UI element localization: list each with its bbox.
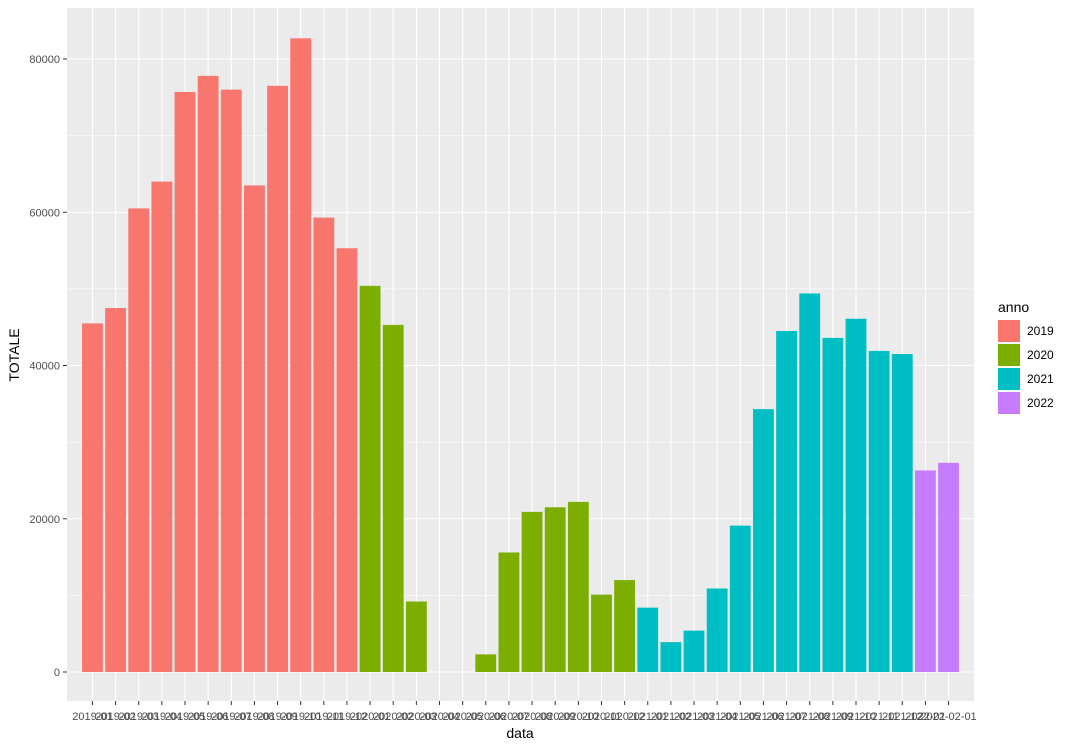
bar-2021-2021-03-01 [683, 630, 705, 672]
bar-2021-2021-04-01 [706, 588, 728, 672]
bar-2020-2020-11-01 [591, 594, 612, 672]
x-tick-label: 2021-07 [766, 711, 806, 723]
legend: anno 2019 2020 2021 2022 [998, 299, 1054, 414]
bar-2020-2020-01-01 [359, 285, 381, 672]
bar-2019-2019-11-01 [313, 217, 335, 672]
bar-2021-2021-06-01 [753, 409, 774, 672]
bar-2020-2020-08-01 [521, 511, 543, 672]
x-tick-label: 2020-08 [512, 711, 552, 723]
legend-title: anno [998, 299, 1029, 315]
x-tick-label: 2022-01 [905, 711, 945, 723]
bar-2019-2019-04-01 [151, 181, 173, 672]
y-axis: 0 20000 40000 60000 80000 [29, 54, 67, 679]
legend-label-2022: 2022 [1027, 396, 1054, 410]
x-tick-label: 2021-12 [882, 711, 922, 723]
x-tick-label: 2021-01 [628, 711, 668, 723]
bar-2020-2020-02-01 [382, 324, 404, 672]
bar-2020-2020-07-01 [498, 552, 520, 672]
bar-2019-2019-10-01 [290, 38, 312, 672]
bar-2019-2019-05-01 [174, 91, 196, 673]
x-tick-label: 2021-03 [674, 711, 714, 723]
bar-2019-2019-03-01 [128, 208, 150, 672]
x-tick-label: 2019-01 [72, 711, 112, 723]
bar-2021-2021-11-01 [868, 350, 890, 672]
y-axis-title: TOTALE [6, 328, 22, 381]
y-tick-label: 40000 [29, 361, 60, 373]
bar-2019-2019-07-01 [220, 89, 242, 672]
legend-label-2019: 2019 [1027, 324, 1054, 338]
legend-key-2021 [998, 368, 1020, 390]
legend-label-2020: 2020 [1027, 348, 1054, 362]
bar-2019-2019-02-01 [105, 308, 127, 672]
legend-key-2020 [998, 344, 1020, 366]
legend-key-2019 [998, 320, 1020, 342]
bar-2021-2021-12-01 [891, 354, 913, 672]
x-tick-label: 2022-02-01 [920, 711, 976, 723]
x-tick-label: 2019-02 [95, 711, 135, 723]
x-tick-label: 2020-12 [604, 711, 644, 723]
x-axis: 2019-012019-022019-032019-042019-052019-… [72, 701, 977, 723]
x-tick-label: 2020-09 [535, 711, 575, 723]
x-tick-label: 2020-11 [582, 711, 622, 723]
bar-2022-2022-01-01 [914, 470, 936, 672]
x-tick-label: 2019-04 [142, 711, 182, 723]
x-tick-label: 2021-09 [813, 711, 853, 723]
x-tick-label: 2020-05 [442, 711, 482, 723]
bars [82, 38, 959, 673]
bar-2021-2021-10-01 [845, 318, 867, 672]
bar-2019-2019-08-01 [244, 185, 265, 672]
bar-2020-2020-09-01 [544, 507, 566, 672]
x-tick-label: 2021-06 [743, 711, 783, 723]
x-tick-label: 2020-10 [558, 711, 598, 723]
y-tick-label: 0 [54, 667, 60, 679]
x-tick-label: 2019-11 [304, 711, 344, 723]
bar-2021-2021-09-01 [822, 337, 844, 672]
bar-2021-2021-08-01 [799, 293, 821, 672]
bar-2019-2019-06-01 [197, 75, 219, 673]
bar-2022-2022-02-01 [938, 462, 959, 672]
x-tick-label: 2019-08 [234, 711, 274, 723]
x-tick-label: 2021-10 [836, 711, 876, 723]
x-tick-label: 2020-02 [373, 711, 413, 723]
y-tick-label: 20000 [29, 514, 60, 526]
x-tick-label: 2020-04 [419, 711, 459, 723]
x-tick-label: 2019-07 [211, 711, 251, 723]
x-tick-label: 2019-05 [165, 711, 205, 723]
x-axis-title: data [506, 725, 533, 741]
bar-2019-2019-01-01 [82, 323, 103, 672]
x-tick-label: 2021-05 [720, 711, 760, 723]
legend-label-2021: 2021 [1027, 372, 1054, 386]
bar-2020-2020-10-01 [567, 501, 589, 672]
bar-2020-2020-03-01 [405, 601, 427, 672]
x-tick-label: 2021-04 [697, 711, 737, 723]
legend-key-2022 [998, 392, 1020, 414]
x-tick-label: 2020-06 [466, 711, 506, 723]
bar-2019-2019-09-01 [267, 85, 288, 673]
bar-2021-2021-02-01 [660, 642, 682, 672]
y-tick-label: 80000 [29, 54, 60, 66]
x-tick-label: 2019-06 [188, 711, 228, 723]
x-tick-label: 2020-03 [396, 711, 436, 723]
x-tick-label: 2021-11 [859, 711, 899, 723]
bar-2019-2019-12-01 [336, 248, 358, 673]
x-tick-label: 2019-10 [281, 711, 321, 723]
x-tick-label: 2020-07 [489, 711, 529, 723]
x-tick-label: 2019-12 [327, 711, 367, 723]
x-tick-label: 2019-09 [257, 711, 297, 723]
bar-2021-2021-07-01 [776, 331, 797, 672]
y-tick-label: 60000 [29, 207, 60, 219]
bar-2021-2021-01-01 [637, 607, 659, 672]
x-tick-label: 2020-01 [350, 711, 390, 723]
bar-2020-2020-12-01 [614, 580, 636, 672]
x-tick-label: 2019-03 [119, 711, 159, 723]
bar-2020-2020-06-01 [475, 654, 497, 672]
x-tick-label: 2021-08 [790, 711, 830, 723]
bar-2021-2021-05-01 [729, 525, 751, 672]
x-tick-label: 2021-02 [651, 711, 691, 723]
